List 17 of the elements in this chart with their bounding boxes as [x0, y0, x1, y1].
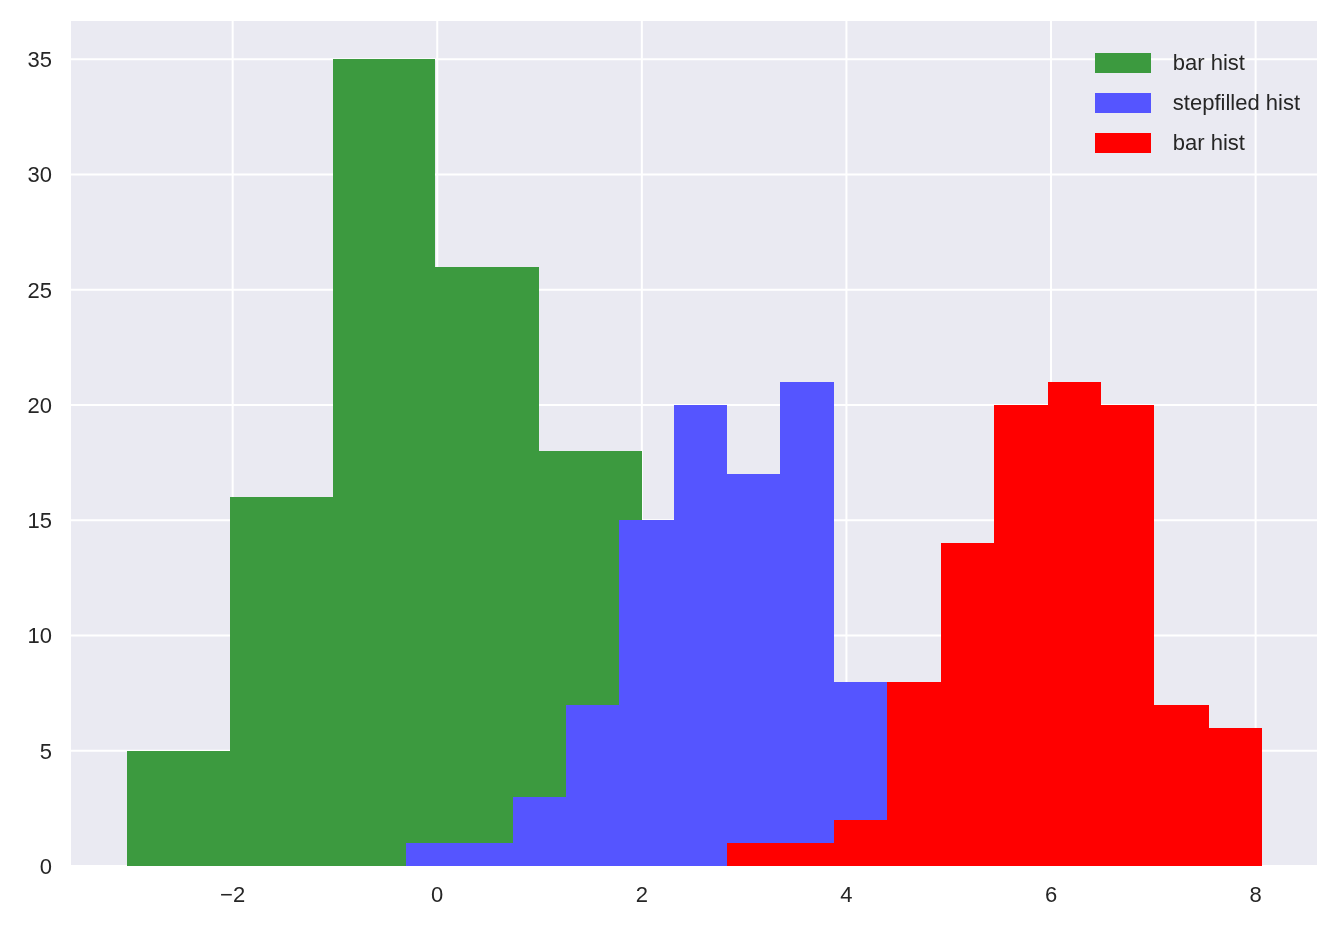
x-tick-label: 2: [635, 881, 648, 907]
legend-label: bar hist: [1172, 49, 1245, 77]
legend-label: stepfilled hist: [1172, 89, 1300, 117]
x-tick-label: 4: [840, 881, 853, 907]
x-tick-label: 6: [1044, 881, 1058, 907]
y-tick-label: 25: [27, 277, 52, 303]
x-tick-label: −2: [220, 881, 246, 907]
x-tick-label: 0: [431, 881, 444, 907]
y-tick-label: 10: [27, 623, 52, 649]
y-tick-label: 5: [39, 738, 52, 764]
y-tick-label: 15: [27, 508, 52, 534]
y-tick-label: 35: [27, 47, 52, 72]
y-tick-label: 20: [27, 392, 52, 418]
legend-label: bar hist: [1172, 129, 1245, 157]
y-tick-label: 30: [27, 162, 52, 188]
x-tick-label: 8: [1249, 881, 1262, 907]
y-tick-label: 0: [39, 853, 52, 879]
